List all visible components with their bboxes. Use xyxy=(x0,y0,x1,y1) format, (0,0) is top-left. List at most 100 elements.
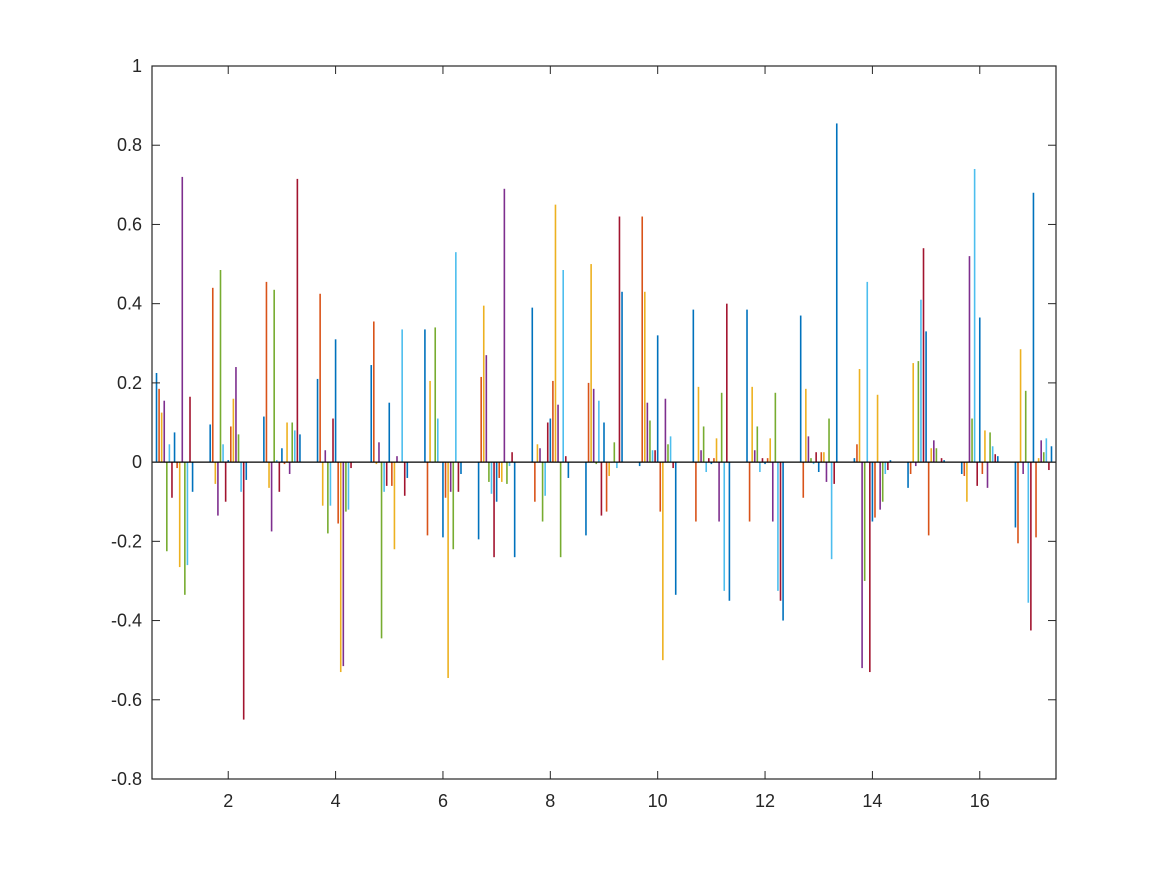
bar xyxy=(912,363,915,463)
bar xyxy=(498,462,501,478)
bar xyxy=(994,454,997,463)
bar xyxy=(907,462,909,488)
bar xyxy=(1027,462,1030,603)
bar xyxy=(966,462,968,502)
bar xyxy=(393,462,396,550)
bar xyxy=(858,369,861,463)
bar xyxy=(997,456,999,463)
bar xyxy=(971,418,973,463)
bar xyxy=(531,307,534,463)
bar xyxy=(746,309,748,463)
bar xyxy=(460,462,462,474)
bar xyxy=(186,462,189,566)
bar xyxy=(644,291,646,463)
bar xyxy=(181,176,184,463)
bar xyxy=(887,462,889,471)
bar xyxy=(707,458,710,463)
bar xyxy=(723,462,726,591)
bar xyxy=(1017,462,1019,544)
bar xyxy=(802,462,805,498)
bar xyxy=(1032,192,1035,463)
bar xyxy=(1048,462,1050,471)
bar xyxy=(592,388,595,463)
bar xyxy=(293,430,296,463)
bar xyxy=(853,458,856,463)
bar xyxy=(375,462,378,465)
bar xyxy=(587,382,590,463)
bar xyxy=(881,462,884,502)
bar xyxy=(621,291,623,463)
bar xyxy=(927,462,930,536)
bar xyxy=(168,444,171,463)
bar xyxy=(863,462,866,581)
bar xyxy=(766,458,769,463)
bar xyxy=(989,432,991,463)
bar xyxy=(1042,452,1045,463)
bar xyxy=(217,462,219,516)
bar xyxy=(490,462,493,494)
bar xyxy=(728,462,731,601)
bar xyxy=(160,412,163,463)
bar xyxy=(726,303,728,463)
bar xyxy=(347,462,350,510)
bar xyxy=(825,462,828,482)
bar xyxy=(171,462,173,498)
bar xyxy=(339,462,342,673)
plot-area: -0.8 -0.6 -0.4 -0.2 0 0.2 0.4 0.6 0.8 1 2 4 6 8 10 12 1… xyxy=(111,56,1057,811)
bar xyxy=(232,398,235,463)
bar xyxy=(753,450,756,463)
bar xyxy=(242,462,245,720)
bar xyxy=(209,424,211,463)
bar xyxy=(296,178,299,463)
bar xyxy=(534,462,536,502)
bar xyxy=(273,289,275,463)
bar xyxy=(618,216,621,463)
x-tick-label: 10 xyxy=(648,791,668,811)
bar xyxy=(925,331,927,463)
bar xyxy=(337,462,339,524)
bar xyxy=(546,422,549,463)
bar xyxy=(163,400,166,463)
bar xyxy=(214,462,217,484)
bar xyxy=(705,462,708,473)
bar xyxy=(909,462,912,474)
bar xyxy=(219,270,222,463)
bar xyxy=(166,462,168,552)
bar xyxy=(567,462,570,478)
bar xyxy=(861,462,863,669)
bar xyxy=(598,400,600,463)
bar xyxy=(263,416,265,463)
bar xyxy=(158,388,160,463)
bar xyxy=(777,462,779,591)
bar xyxy=(807,436,810,463)
bar xyxy=(751,386,753,463)
bar xyxy=(669,436,672,463)
bar xyxy=(978,317,981,463)
bar xyxy=(672,462,674,469)
bar xyxy=(288,462,291,474)
bar xyxy=(536,444,539,463)
bar-series-group xyxy=(155,123,1053,720)
bar xyxy=(155,372,158,463)
bar xyxy=(856,444,858,463)
bar xyxy=(981,462,984,474)
bar xyxy=(943,460,945,463)
bar xyxy=(319,293,321,463)
bar xyxy=(506,462,508,484)
bar xyxy=(986,462,989,488)
bar xyxy=(1050,446,1053,463)
bar xyxy=(833,462,835,484)
bar xyxy=(488,462,490,482)
bar xyxy=(718,462,720,522)
bar xyxy=(700,450,702,463)
bar xyxy=(211,287,214,463)
bar xyxy=(823,452,825,463)
y-tick-label: 0.8 xyxy=(117,135,142,155)
bar xyxy=(771,462,774,522)
bar xyxy=(715,438,718,463)
bar xyxy=(429,380,431,463)
bar xyxy=(879,462,881,510)
bar xyxy=(434,327,437,463)
bar xyxy=(437,418,439,463)
bar xyxy=(424,329,426,463)
